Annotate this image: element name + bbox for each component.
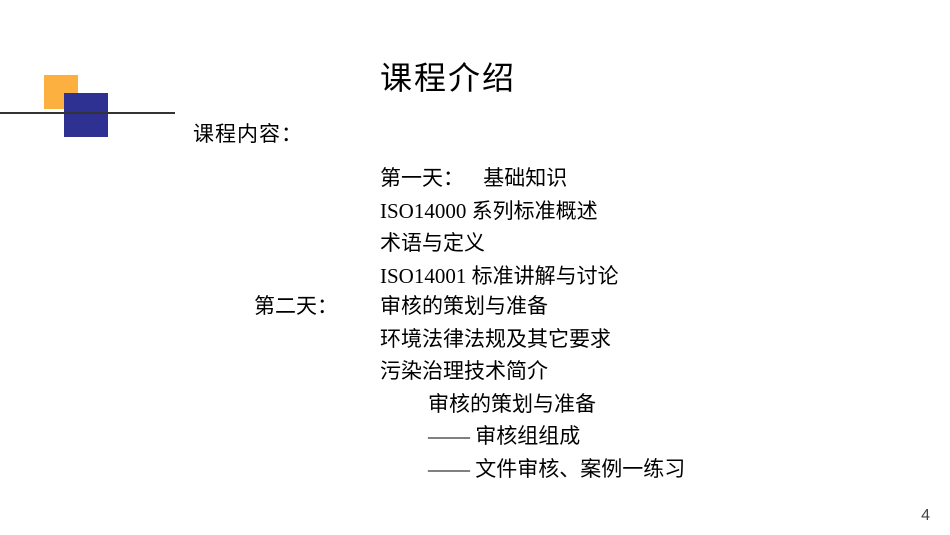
- slide-title: 课程介绍: [380, 58, 530, 100]
- horizontal-rule: [0, 112, 175, 114]
- day1-heading: 基础知识: [483, 166, 567, 190]
- day2-item: 污染治理技术简介: [380, 355, 685, 388]
- blue-square: [64, 93, 108, 137]
- day2-sub-item: —— 文件审核、案例一练习: [428, 453, 685, 486]
- day2-item: 环境法律法规及其它要求: [380, 323, 685, 356]
- day2-label: 第二天：: [254, 290, 338, 320]
- day1-item: 术语与定义: [380, 227, 619, 260]
- day2-sub-item: —— 审核组组成: [428, 420, 685, 453]
- day1-line: 第一天： 基础知识: [380, 162, 619, 195]
- day1-label: 第一天：: [380, 162, 464, 195]
- slide-decoration: [30, 75, 130, 145]
- day1-content: 第一天： 基础知识 ISO14000 系列标准概述 术语与定义 ISO14001…: [380, 162, 619, 292]
- content-label: 课程内容：: [193, 118, 303, 148]
- day2-content: 审核的策划与准备 环境法律法规及其它要求 污染治理技术简介 审核的策划与准备 —…: [380, 290, 685, 485]
- day1-item: ISO14000 系列标准概述: [380, 195, 619, 228]
- page-number: 4: [921, 507, 930, 525]
- day2-heading: 审核的策划与准备: [380, 290, 685, 323]
- day2-sub-heading: 审核的策划与准备: [428, 388, 685, 421]
- day1-item: ISO14001 标准讲解与讨论: [380, 260, 619, 293]
